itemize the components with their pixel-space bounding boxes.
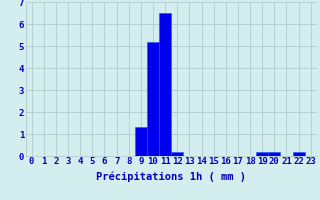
Bar [135,127,147,156]
Bar [159,13,171,156]
Bar [256,152,268,156]
X-axis label: Précipitations 1h ( mm ): Précipitations 1h ( mm ) [96,172,246,182]
Bar [268,152,280,156]
Bar [147,42,159,156]
Bar [171,152,183,156]
Bar [292,152,305,156]
